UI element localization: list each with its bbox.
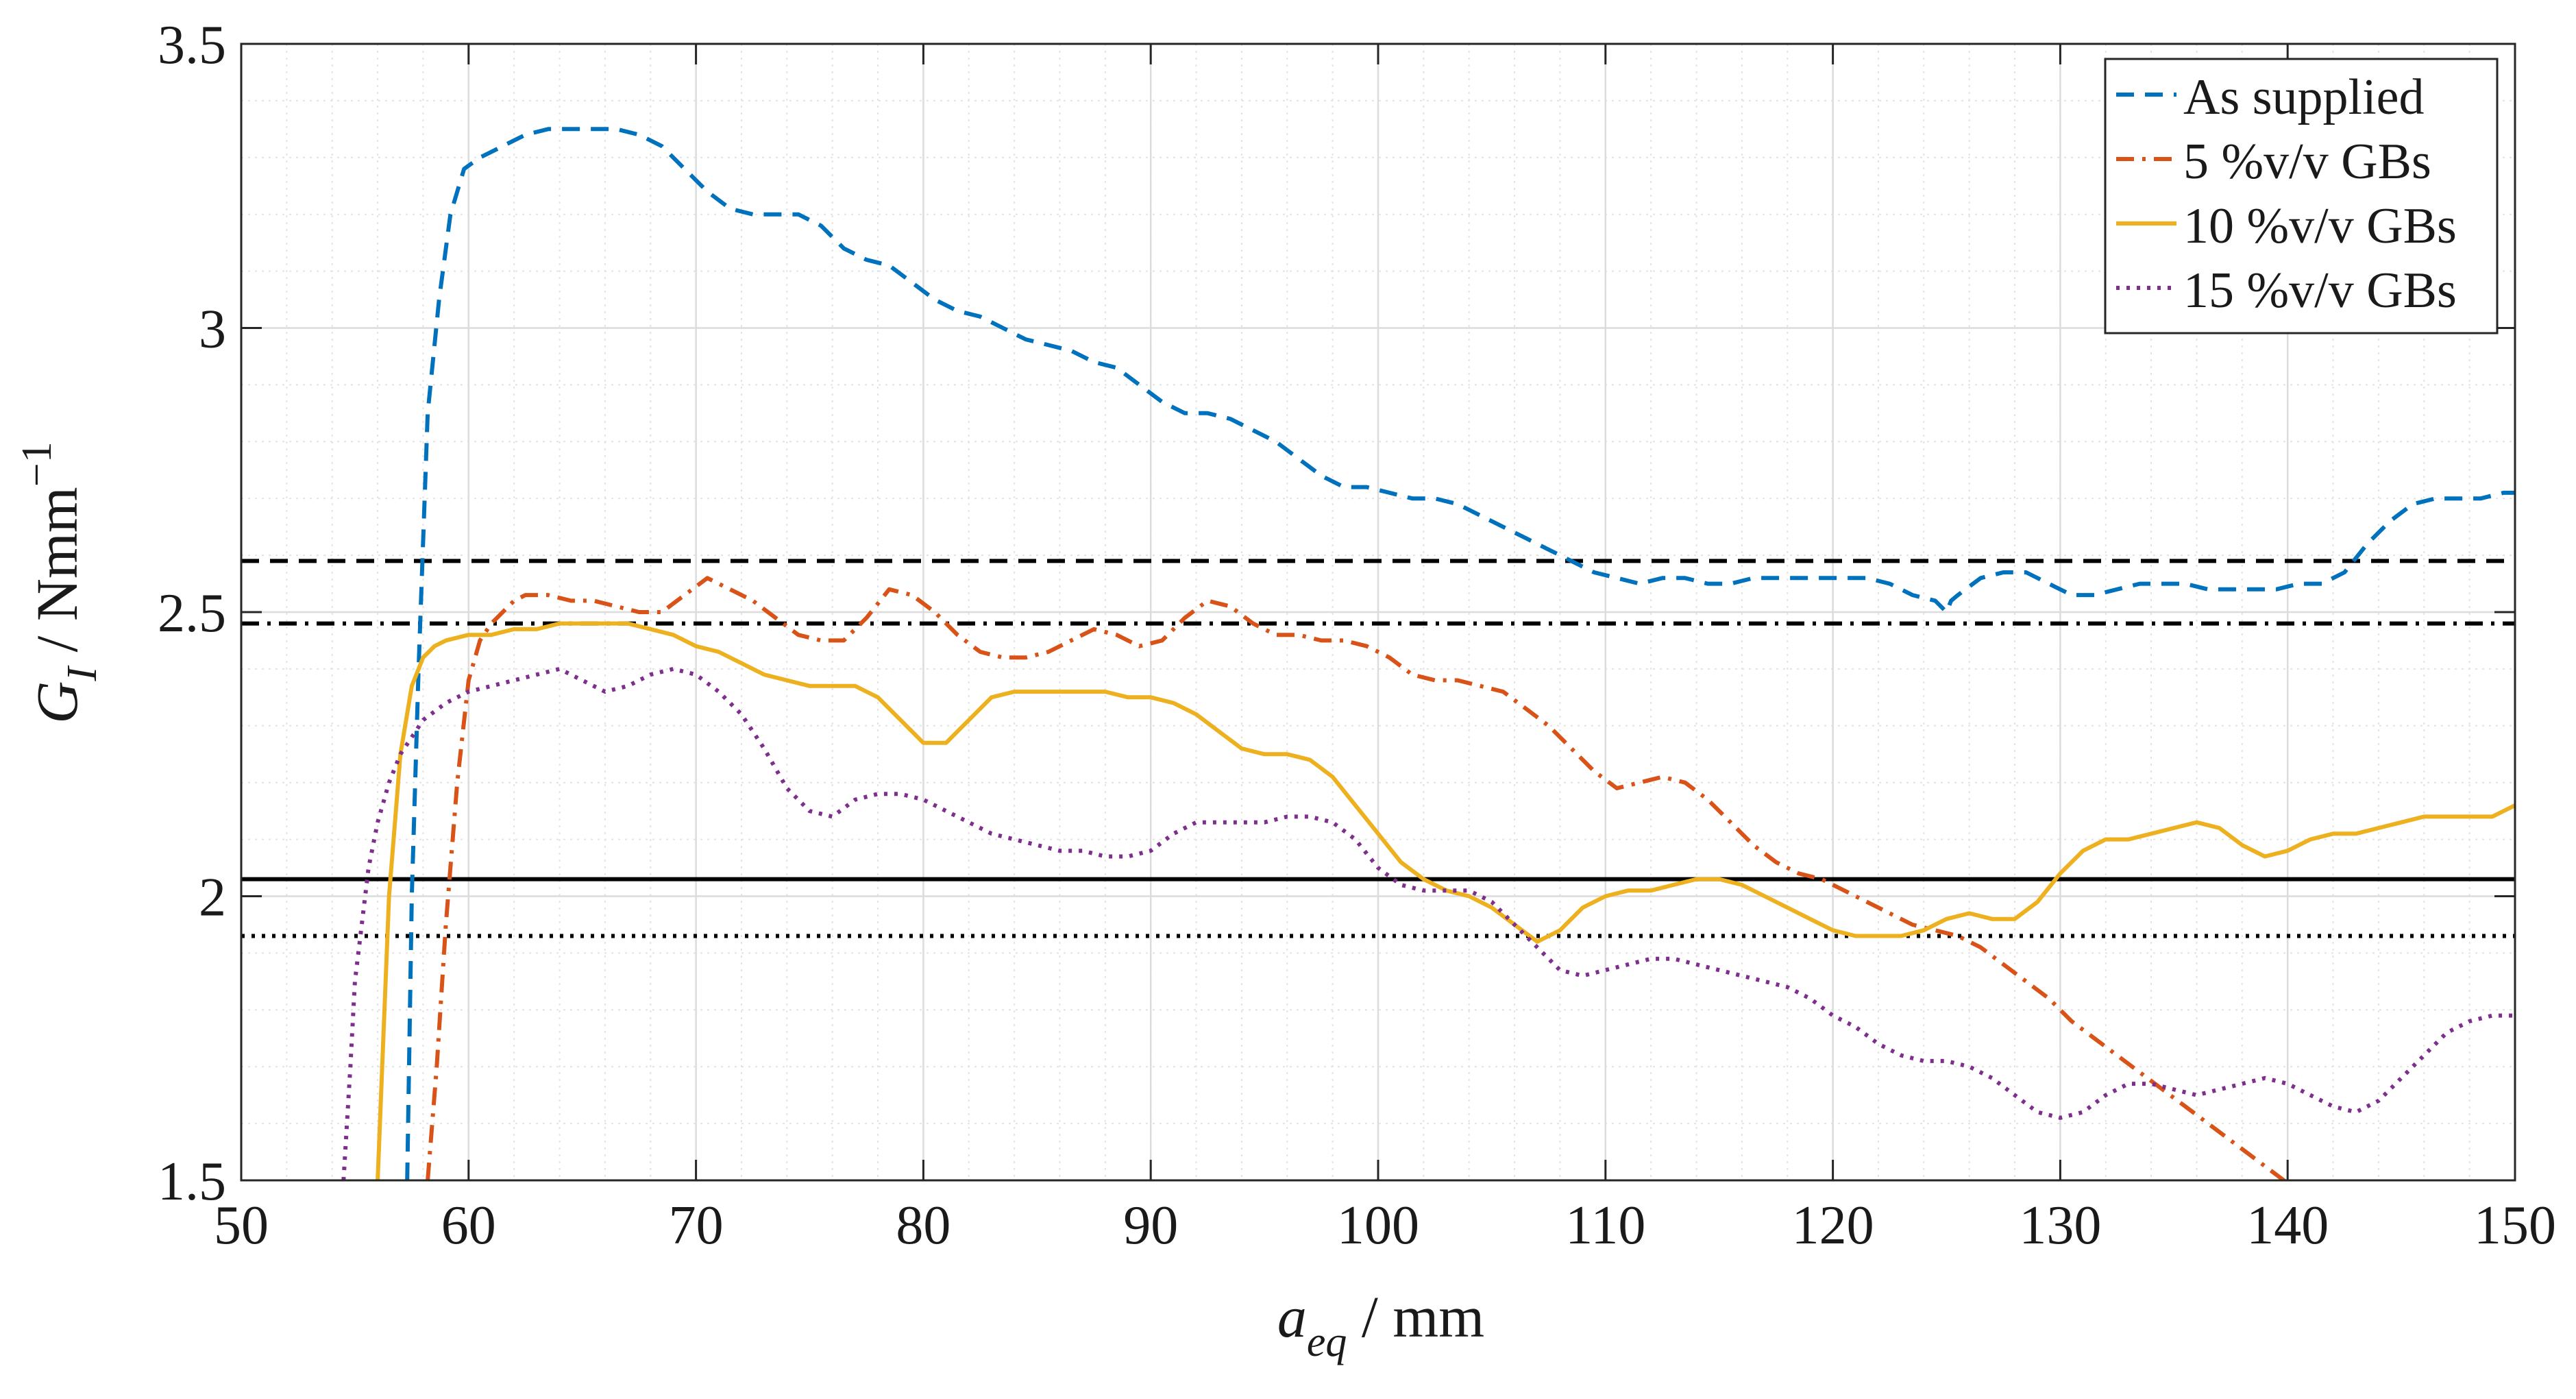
x-tick-label: 70 [669, 1195, 724, 1256]
legend-label: 5 %v/v GBs [2183, 134, 2431, 190]
x-axis-label-subscript: eq [1307, 1319, 1347, 1365]
series-line-1 [405, 127, 2515, 1180]
y-tick-label: 2.5 [158, 583, 226, 644]
legend-label: 15 %v/v GBs [2183, 263, 2457, 319]
series-lines [341, 127, 2515, 1180]
tick-labels: 50 60 70 80 90 100 110 120 130 140 150 1.5 2 2.5 3 3.5 [158, 15, 2556, 1256]
axis-ticks [240, 42, 2516, 1182]
y-tick-label: 3 [199, 300, 226, 360]
series-line-3 [376, 621, 2515, 1180]
legend-label: 10 %v/v GBs [2183, 198, 2457, 254]
y-axis-label-unit: / Nmm [24, 487, 90, 667]
y-axis-label-subscript: I [59, 665, 106, 682]
y-axis-label-main: G [24, 681, 90, 724]
x-tick-label: 60 [441, 1195, 496, 1256]
x-tick-label: 150 [2474, 1195, 2556, 1256]
x-tick-label: 100 [1337, 1195, 1419, 1256]
x-tick-label: 80 [896, 1195, 950, 1256]
x-tick-label: 130 [2019, 1195, 2101, 1256]
x-tick-label: 140 [2246, 1195, 2329, 1256]
y-tick-label: 3.5 [158, 15, 226, 75]
y-axis-label: GI / Nmm−1 [14, 441, 106, 724]
x-tick-label: 50 [214, 1195, 269, 1256]
legend: As supplied 5 %v/v GBs 10 %v/v GBs 15 %v/v … [2104, 58, 2499, 334]
x-tick-label: 110 [1565, 1195, 1645, 1256]
y-tick-label: 2 [199, 868, 226, 928]
x-axis-label-main: a [1277, 1284, 1307, 1350]
x-axis-label: aeq / mm [1277, 1284, 1484, 1365]
y-axis-label-superscript: −1 [14, 441, 60, 487]
x-tick-label: 120 [1792, 1195, 1874, 1256]
x-axis-label-unit: / mm [1347, 1284, 1484, 1350]
y-tick-label: 1.5 [158, 1152, 226, 1212]
series-line-4 [341, 666, 2515, 1180]
legend-label: As supplied [2183, 69, 2425, 125]
x-tick-label: 90 [1123, 1195, 1178, 1256]
